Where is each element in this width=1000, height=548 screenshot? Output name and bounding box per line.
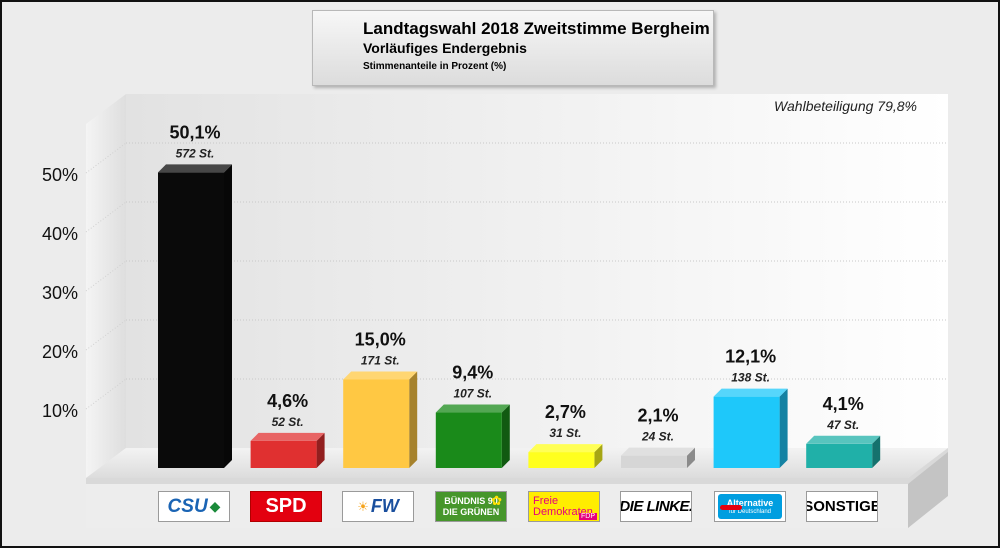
gridline-side <box>85 260 127 292</box>
bar-gr-ne <box>435 404 510 468</box>
back-wall <box>126 94 948 448</box>
bar-front <box>158 172 224 468</box>
y-tick-label: 30% <box>42 283 78 303</box>
bar-afd <box>713 388 788 468</box>
bar-votes-label: 107 St. <box>453 387 492 401</box>
bar-fdp <box>528 444 603 468</box>
sun-rays-icon: ☀ <box>357 498 369 514</box>
bar-side <box>316 432 325 468</box>
csu-lion-icon: ◆ <box>209 498 221 514</box>
bar-front <box>343 379 410 468</box>
fdp-logo-line1: Freie <box>533 494 559 507</box>
fdp-logo-line2: Demokraten <box>533 505 593 518</box>
fw-logo-text: FW <box>370 496 399 516</box>
bar-top <box>343 371 418 380</box>
y-tick-label: 10% <box>42 401 78 421</box>
y-tick-label: 40% <box>42 224 78 244</box>
bar-front <box>806 443 873 468</box>
bar-votes-label: 138 St. <box>731 371 770 385</box>
chart-title: Landtagswahl 2018 Zweitstimme Bergheim <box>363 19 710 38</box>
csu-logo: CSU ◆ <box>158 491 230 522</box>
bar-value-label: 4,6% <box>267 391 308 411</box>
gridline-side <box>85 319 127 351</box>
bar-value-label: 50,1% <box>169 122 220 142</box>
bar-votes-label: 47 St. <box>826 418 859 432</box>
linke-logo: DIE LINKE. <box>620 491 692 522</box>
bar-top <box>806 435 881 444</box>
bar-top <box>158 164 232 173</box>
bar-side <box>594 444 603 468</box>
bar-front <box>435 412 502 468</box>
chart-note: Stimmenanteile in Prozent (%) <box>363 61 507 72</box>
bar-value-label: 12,1% <box>725 347 776 367</box>
bar-top <box>713 388 788 397</box>
bar-top <box>621 447 695 456</box>
csu-logo-text: CSU <box>167 495 208 517</box>
afd-logo-badge: Alternative für Deutschland <box>718 494 782 519</box>
afd-logo-line1: Alternative <box>726 497 774 508</box>
bar-side <box>872 435 881 468</box>
logo-strip-side <box>908 452 948 528</box>
bar-die-linke <box>621 447 695 468</box>
bar-front <box>621 455 687 468</box>
bar-value-label: 15,0% <box>355 330 406 350</box>
sonstige-logo-text: SONSTIGE <box>806 498 878 515</box>
gruene-logo: ✿ BÜNDNIS 90 DIE GRÜNEN <box>435 491 507 522</box>
bar-csu <box>158 164 232 468</box>
linke-logo-text: DIE LINKE. <box>620 498 692 515</box>
bar-value-label: 9,4% <box>452 363 493 383</box>
bar-sonstige <box>806 435 881 468</box>
side-wall <box>86 94 126 478</box>
afd-logo-line2: für Deutschland <box>728 508 772 515</box>
bar-side <box>224 164 232 468</box>
fdp-logo: Freie Demokraten FDP <box>528 491 600 522</box>
bar-side <box>501 404 510 468</box>
bar-value-label: 4,1% <box>823 394 864 414</box>
turnout-label: Wahlbeteiligung 79,8% <box>774 98 917 114</box>
bar-front <box>528 452 595 468</box>
bar-value-label: 2,7% <box>545 402 586 422</box>
sunflower-icon: ✿ <box>491 493 502 508</box>
bar-spd <box>250 432 325 468</box>
gridline-side <box>85 142 127 174</box>
bar-front <box>713 396 780 468</box>
spd-logo-text: SPD <box>265 495 307 517</box>
bar-side <box>409 371 418 468</box>
bar-votes-label: 31 St. <box>549 426 581 440</box>
arrow-swoosh-icon <box>720 505 742 510</box>
bar-votes-label: 52 St. <box>272 415 304 429</box>
fdp-logo-line3: FDP <box>579 513 597 520</box>
bar-side <box>779 388 788 468</box>
bar-side <box>687 447 695 468</box>
bar-top <box>528 444 603 453</box>
bar-votes-label: 572 St. <box>176 146 215 160</box>
gruene-logo-line2: DIE GRÜNEN <box>442 506 500 517</box>
bar-front <box>250 440 317 468</box>
chart-subtitle: Vorläufiges Endergebnis <box>363 40 527 56</box>
bar-votes-label: 171 St. <box>361 354 400 368</box>
spd-logo: SPD <box>250 491 322 522</box>
gridline-side <box>85 201 127 233</box>
gridline-side <box>85 378 127 410</box>
y-tick-label: 20% <box>42 342 78 362</box>
afd-logo: Alternative für Deutschland <box>714 491 786 522</box>
bar-votes-label: 24 St. <box>641 430 674 444</box>
bar-value-label: 2,1% <box>637 406 678 426</box>
title-box: Landtagswahl 2018 Zweitstimme Bergheim V… <box>312 10 714 86</box>
bar-top <box>435 404 510 413</box>
y-tick-label: 50% <box>42 165 78 185</box>
bar-fw <box>343 371 418 468</box>
bar-top <box>250 432 325 441</box>
gruene-logo-line1: BÜNDNIS 90 <box>444 495 498 506</box>
fw-logo: ☀ FW <box>342 491 414 522</box>
sonstige-logo: SONSTIGE <box>806 491 878 522</box>
